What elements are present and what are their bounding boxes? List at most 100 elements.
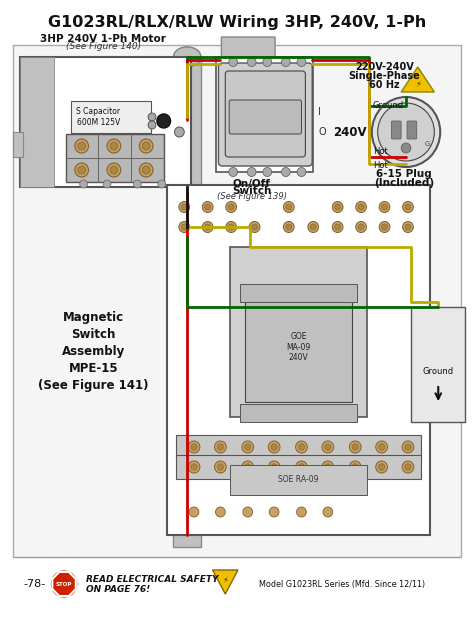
Text: Single-Phase: Single-Phase	[349, 71, 420, 81]
Circle shape	[217, 444, 224, 450]
Circle shape	[247, 57, 256, 67]
Circle shape	[80, 180, 88, 188]
Circle shape	[376, 441, 387, 453]
Circle shape	[179, 202, 190, 213]
Circle shape	[134, 180, 141, 188]
Text: Ground: Ground	[423, 368, 454, 376]
FancyBboxPatch shape	[225, 71, 305, 157]
Circle shape	[78, 142, 86, 150]
FancyBboxPatch shape	[392, 121, 401, 139]
Circle shape	[242, 441, 254, 453]
FancyBboxPatch shape	[13, 45, 461, 557]
Circle shape	[268, 461, 280, 473]
Circle shape	[263, 57, 272, 67]
Bar	[167, 185, 430, 535]
Bar	[240, 404, 357, 422]
Circle shape	[263, 167, 272, 177]
Circle shape	[378, 464, 385, 470]
Circle shape	[110, 142, 118, 150]
Text: ON PAGE 76!: ON PAGE 76!	[86, 585, 150, 593]
Circle shape	[402, 461, 414, 473]
Circle shape	[182, 204, 187, 210]
Circle shape	[189, 507, 199, 517]
Circle shape	[191, 464, 197, 470]
FancyBboxPatch shape	[219, 63, 312, 166]
Circle shape	[323, 507, 333, 517]
Circle shape	[372, 97, 440, 167]
Circle shape	[405, 224, 411, 230]
Text: ⚡: ⚡	[415, 80, 421, 88]
Circle shape	[174, 127, 184, 137]
Circle shape	[228, 204, 234, 210]
Circle shape	[202, 221, 213, 233]
Circle shape	[405, 444, 411, 450]
Circle shape	[158, 180, 166, 188]
Circle shape	[310, 224, 316, 230]
Circle shape	[243, 507, 253, 517]
Circle shape	[205, 224, 210, 230]
Circle shape	[298, 464, 305, 470]
Bar	[230, 247, 367, 417]
Circle shape	[202, 202, 213, 213]
Text: Ground: Ground	[373, 101, 404, 111]
Circle shape	[382, 224, 387, 230]
Circle shape	[205, 204, 210, 210]
Circle shape	[378, 103, 434, 161]
Bar	[240, 284, 357, 302]
Circle shape	[247, 167, 256, 177]
Polygon shape	[401, 67, 434, 92]
Circle shape	[379, 221, 390, 233]
Bar	[176, 435, 421, 459]
Circle shape	[271, 464, 277, 470]
Circle shape	[245, 464, 251, 470]
FancyBboxPatch shape	[71, 101, 151, 133]
FancyBboxPatch shape	[407, 121, 417, 139]
Circle shape	[95, 145, 119, 169]
Circle shape	[188, 441, 200, 453]
Circle shape	[282, 167, 290, 177]
Text: ⚡: ⚡	[222, 575, 228, 585]
Circle shape	[296, 461, 307, 473]
Circle shape	[322, 461, 334, 473]
Circle shape	[297, 57, 306, 67]
Text: READ ELECTRICAL SAFETY: READ ELECTRICAL SAFETY	[86, 575, 218, 585]
Circle shape	[215, 441, 226, 453]
Circle shape	[308, 221, 319, 233]
Circle shape	[107, 139, 121, 153]
Text: G: G	[425, 141, 430, 147]
Circle shape	[148, 113, 156, 121]
Text: Hot: Hot	[373, 147, 388, 157]
Text: (See Figure 139): (See Figure 139)	[217, 192, 287, 201]
Circle shape	[249, 221, 260, 233]
Circle shape	[402, 221, 413, 233]
Text: STOP: STOP	[56, 582, 72, 587]
Circle shape	[332, 202, 343, 213]
Circle shape	[179, 221, 190, 233]
Circle shape	[271, 444, 277, 450]
Circle shape	[325, 444, 331, 450]
Circle shape	[139, 163, 153, 177]
Circle shape	[296, 441, 307, 453]
Text: 220V-240V: 220V-240V	[355, 62, 414, 72]
Text: On/Off: On/Off	[233, 179, 271, 189]
Circle shape	[286, 224, 292, 230]
Circle shape	[282, 57, 290, 67]
Text: GOE
MA-09
240V: GOE MA-09 240V	[286, 332, 310, 362]
Circle shape	[103, 180, 111, 188]
Circle shape	[228, 224, 234, 230]
Text: I: I	[318, 107, 321, 117]
Circle shape	[352, 464, 358, 470]
Circle shape	[191, 444, 197, 450]
Circle shape	[182, 224, 187, 230]
Circle shape	[335, 204, 340, 210]
Ellipse shape	[173, 47, 201, 67]
Bar	[20, 57, 191, 187]
Circle shape	[139, 139, 153, 153]
Circle shape	[157, 114, 171, 128]
Circle shape	[49, 569, 79, 599]
Circle shape	[356, 221, 366, 233]
Circle shape	[242, 461, 254, 473]
Circle shape	[401, 143, 411, 153]
Circle shape	[142, 142, 150, 150]
Bar	[20, 57, 55, 187]
